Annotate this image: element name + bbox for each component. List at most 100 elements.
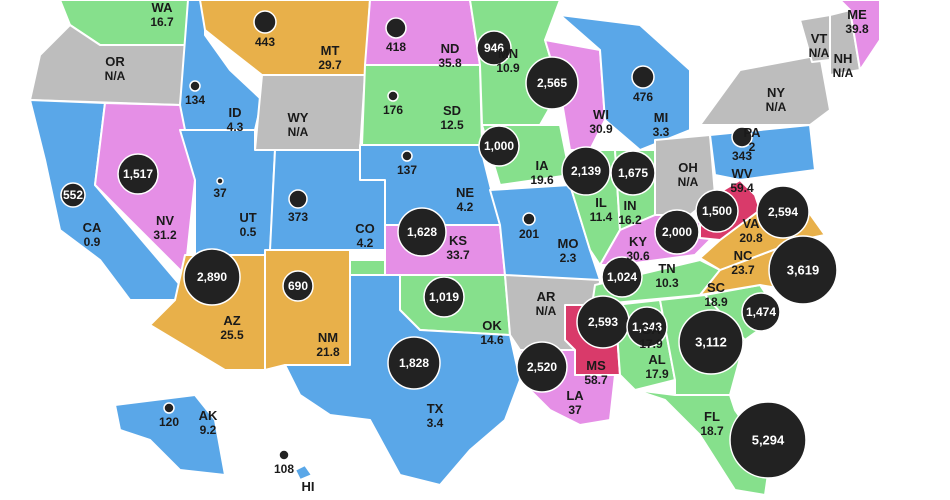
bubble-count-tn: 1,024 — [607, 270, 637, 284]
state-abbr-nd: ND — [441, 41, 460, 56]
state-abbr-ky: KY — [629, 234, 647, 249]
bubble-count-mi: 476 — [633, 90, 653, 104]
state-rate-or: N/A — [105, 69, 126, 83]
bubble-az: 2,890 — [183, 248, 241, 306]
bubble-circle-ne — [401, 150, 413, 162]
state-rate-ok: 14.6 — [480, 333, 504, 347]
bubble-ga: 3,112 — [678, 309, 744, 375]
bubble-count-il: 2,139 — [571, 164, 601, 178]
state-pa — [709, 124, 816, 181]
bubble-nm: 690 — [282, 270, 314, 302]
state-ny — [699, 54, 831, 126]
state-abbr-vt: VT — [811, 31, 828, 46]
bubble-circle-mn — [476, 30, 512, 66]
state-abbr-ga: GA — [641, 322, 661, 337]
state-rate-ut: 0.5 — [240, 225, 257, 239]
bubble-circle-mo — [522, 212, 536, 226]
state-rate-mn: 10.9 — [496, 61, 520, 75]
bubble-nv: 1,517 — [117, 153, 159, 195]
bubble-circle-sd — [387, 90, 399, 102]
bubble-nd: 418 — [385, 17, 407, 54]
bubble-wv: 1,500 — [695, 189, 739, 233]
state-rate-ms: 58.7 — [584, 373, 608, 387]
bubble-count-ga: 3,112 — [695, 335, 727, 350]
bubble-count-ky: 2,000 — [662, 225, 692, 239]
bubble-count-wi: 2,565 — [537, 76, 567, 90]
state-abbr-az: AZ — [223, 313, 240, 328]
bubble-in: 1,675 — [610, 150, 656, 196]
state-abbr-tx: TX — [427, 401, 444, 416]
bubble-count-pa: 343 — [732, 149, 752, 163]
bubble-circle-ut — [216, 177, 224, 185]
state-abbr-mn: MN — [498, 46, 518, 61]
state-abbr-ak: AK — [199, 408, 218, 423]
state-hi — [294, 464, 313, 481]
state-abbr-wv: WV — [732, 166, 753, 181]
state-rate-ar: N/A — [536, 304, 557, 318]
bubble-tx: 1,828 — [387, 336, 441, 390]
bubble-circle-tx — [387, 336, 441, 390]
bubble-circle-nm — [282, 270, 314, 302]
bubble-circle-va — [756, 185, 810, 239]
state-rate-mt: 29.7 — [318, 58, 342, 72]
state-rate-me: 39.8 — [845, 22, 869, 36]
bubble-ms: 2,593 — [576, 295, 630, 349]
state-rate-ny: N/A — [766, 100, 787, 114]
state-wy — [254, 74, 366, 151]
state-rate-oh: N/A — [678, 175, 699, 189]
state-abbr-ia: IA — [536, 158, 550, 173]
state-rate-tn: 10.3 — [655, 276, 679, 290]
state-ak — [114, 394, 226, 476]
bubble-count-ne: 137 — [397, 163, 417, 177]
state-abbr-fl: FL — [704, 409, 720, 424]
state-rate-sd: 12.5 — [440, 118, 464, 132]
state-abbr-nv: NV — [156, 213, 174, 228]
bubble-count-id: 134 — [185, 93, 205, 107]
bubble-count-ks: 1,628 — [407, 225, 437, 239]
bubble-count-ca: 552 — [63, 188, 83, 202]
state-rate-wv: 59.4 — [730, 181, 754, 195]
bubble-count-nv: 1,517 — [123, 167, 153, 181]
state-rate-ks: 33.7 — [446, 248, 470, 262]
bubble-sd: 176 — [383, 90, 403, 117]
state-rate-sc: 18.9 — [704, 295, 728, 309]
bubble-ok: 1,019 — [423, 276, 465, 318]
bubble-circle-ky — [654, 209, 700, 255]
bubble-la: 2,520 — [516, 341, 568, 393]
bubble-circle-fl — [729, 401, 807, 479]
bubble-co: 373 — [288, 189, 308, 224]
state-abbr-co: CO — [355, 221, 375, 236]
labels-layer: WA16.7ORN/ACA0.9ID4.3NV31.2MT29.7WYN/AUT… — [83, 0, 869, 494]
bubble-ca: 552 — [60, 182, 86, 208]
bubble-circle-pa — [731, 126, 753, 148]
bubble-count-wv: 1,500 — [702, 204, 732, 218]
bubble-count-fl: 5,294 — [752, 433, 785, 448]
bubble-count-va: 2,594 — [768, 205, 798, 219]
state-abbr-mi: MI — [654, 110, 668, 125]
bubble-circle-az — [183, 248, 241, 306]
state-rate-wa: 16.7 — [150, 15, 174, 29]
bubble-count-mt: 443 — [255, 35, 275, 49]
bubble-va: 2,594 — [756, 185, 810, 239]
bubble-nc: 3,619 — [768, 235, 838, 305]
state-abbr-ny: NY — [767, 85, 785, 100]
bubble-circle-co — [288, 189, 308, 209]
bubble-count-mo: 201 — [519, 227, 539, 241]
state-rate-ak: 9.2 — [200, 423, 217, 437]
bubble-count-ia: 1,000 — [484, 139, 514, 153]
state-rate-ne: 4.2 — [457, 200, 474, 214]
state-abbr-wa: WA — [152, 0, 174, 15]
state-abbr-va: VA — [742, 216, 760, 231]
state-abbr-me: ME — [847, 7, 867, 22]
state-rate-al: 17.9 — [645, 367, 669, 381]
bubble-circle-ia — [478, 125, 520, 167]
state-rate-tx: 3.4 — [427, 416, 444, 430]
bubble-count-tx: 1,828 — [399, 356, 429, 370]
state-abbr-oh: OH — [678, 160, 698, 175]
state-abbr-ar: AR — [537, 289, 556, 304]
bubble-circle-ok — [423, 276, 465, 318]
state-abbr-ut: UT — [239, 210, 256, 225]
bubble-sc: 1,474 — [741, 292, 781, 332]
bubble-count-mn: 946 — [484, 41, 504, 55]
